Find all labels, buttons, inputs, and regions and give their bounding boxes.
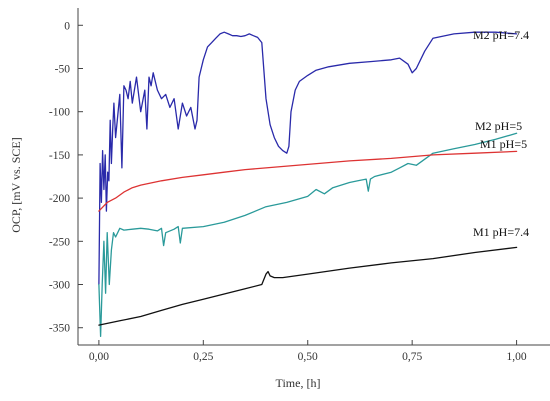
x-tick-label: 0,00	[89, 351, 109, 363]
series-label-m2-ph5: M2 pH=5	[475, 119, 522, 133]
y-tick-label: -200	[49, 193, 70, 205]
series-labels: M2 pH=7.4 M2 pH=5 M1 pH=5 M1 pH=7.4	[473, 28, 529, 239]
x-axis-ticks: 0,00 0,25 0,50 0,75 1,00	[89, 340, 527, 363]
series-label-m1-ph5: M1 pH=5	[480, 137, 527, 151]
y-tick-label: -50	[55, 63, 71, 75]
y-tick-label: -100	[49, 107, 70, 119]
y-tick-label: -300	[49, 280, 70, 292]
y-tick-label: -150	[49, 150, 70, 162]
x-tick-label: 0,25	[193, 351, 213, 363]
y-tick-label: -350	[49, 323, 70, 335]
series-lines	[98, 31, 518, 338]
series-label-m1-ph7-4: M1 pH=7.4	[473, 225, 529, 239]
y-tick-label: -250	[49, 236, 70, 248]
series-line-m2-ph5	[98, 132, 518, 338]
series-line-m1-ph7-4	[98, 246, 518, 326]
series-line-m2-ph7-4	[98, 31, 518, 286]
x-axis-title: Time, [h]	[276, 376, 321, 390]
plot-frame	[77, 8, 550, 346]
y-axis-ticks: 0 -50 -100 -150 -200 -250 -300 -350	[49, 20, 83, 335]
x-tick-label: 0,50	[298, 351, 318, 363]
x-tick-label: 1,00	[507, 351, 527, 363]
series-label-m2-ph7-4: M2 pH=7.4	[473, 28, 529, 42]
y-axis-title: OCP, [mV vs. SCE]	[9, 137, 23, 232]
y-tick-label: 0	[64, 20, 70, 32]
x-tick-label: 0,75	[402, 351, 422, 363]
series-line-m1-ph5	[98, 150, 518, 212]
